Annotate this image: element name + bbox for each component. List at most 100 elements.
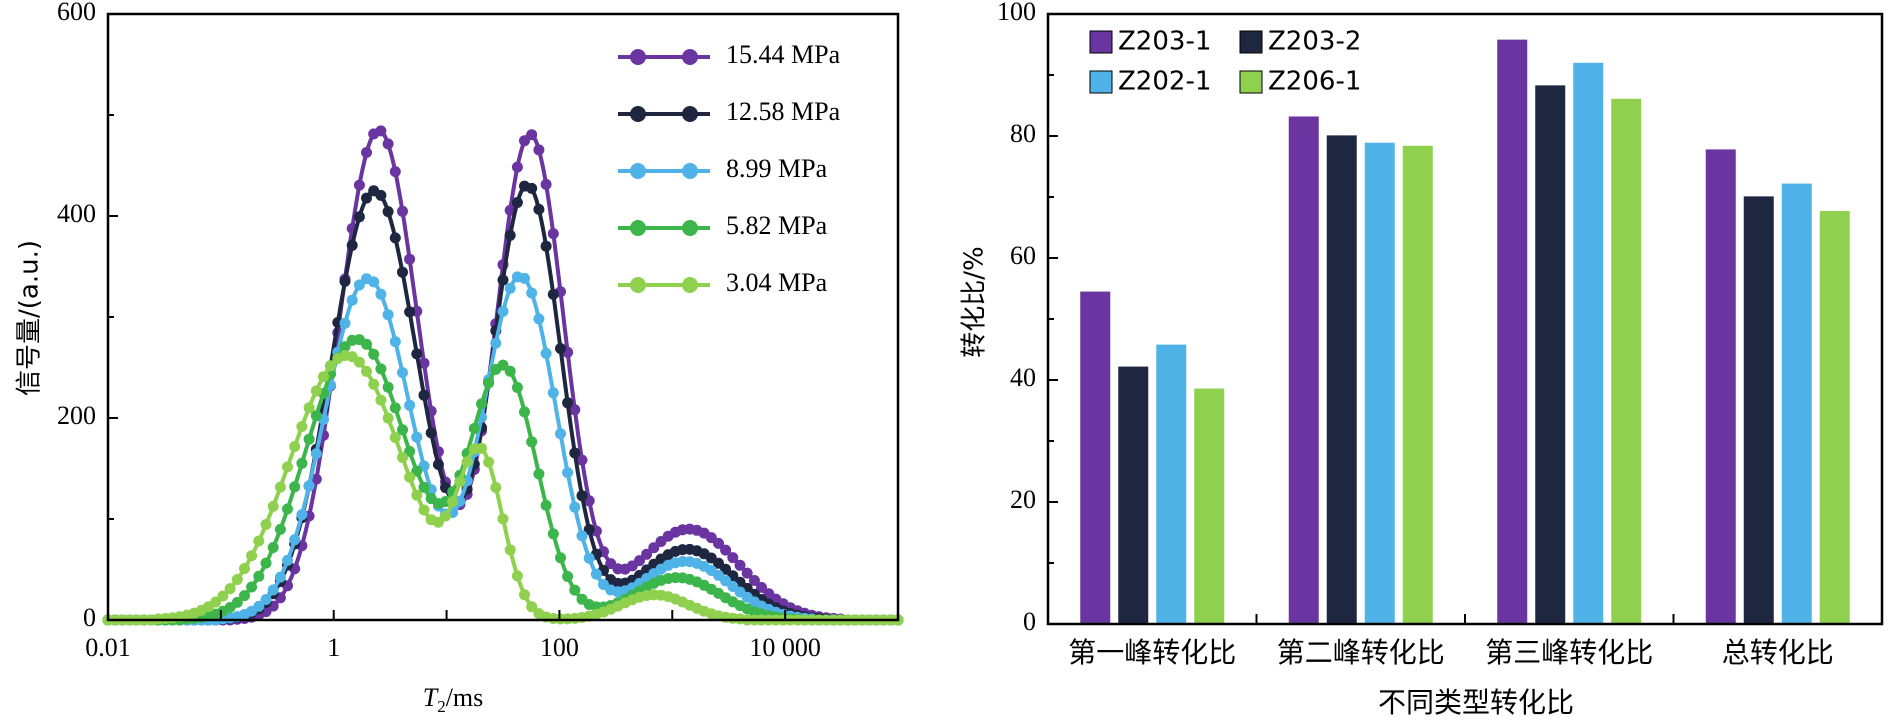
nmr-x-tick-label: 1 <box>327 633 340 662</box>
conversion-legend-swatch <box>1239 30 1263 54</box>
nmr-data-point <box>547 228 559 240</box>
nmr-data-point <box>526 287 538 299</box>
nmr-data-point <box>274 523 286 535</box>
nmr-legend-marker <box>630 106 646 122</box>
nmr-data-point <box>418 504 430 516</box>
nmr-legend-marker <box>682 220 698 236</box>
nmr-data-point <box>476 398 487 410</box>
nmr-data-point <box>353 279 365 291</box>
nmr-data-point <box>756 581 767 593</box>
conversion-category-label: 总转化比 <box>1722 636 1834 669</box>
nmr-data-point <box>310 410 322 422</box>
nmr-series <box>102 125 904 626</box>
conversion-bar <box>1364 142 1395 624</box>
nmr-data-point <box>497 359 509 371</box>
nmr-data-point <box>519 406 530 418</box>
nmr-data-point <box>289 481 301 493</box>
conversion-legend-label: Z203-1 <box>1118 27 1211 57</box>
nmr-data-point <box>562 397 574 409</box>
nmr-data-point <box>533 468 545 480</box>
nmr-x-axis: 0.01 1 100 10 000 <box>85 610 899 662</box>
nmr-data-point <box>282 503 293 515</box>
nmr-data-point <box>418 357 430 369</box>
nmr-data-point <box>346 294 358 306</box>
nmr-data-point <box>504 229 516 241</box>
conversion-bar <box>1535 85 1566 625</box>
conversion-legend-swatch <box>1239 70 1263 94</box>
nmr-data-point <box>382 381 394 393</box>
nmr-data-point <box>339 275 351 287</box>
conversion-y-axis: 0 20 40 60 80 100 <box>997 0 1058 636</box>
nmr-data-point <box>382 206 394 218</box>
conversion-bar <box>1743 196 1774 624</box>
nmr-t2-distribution-chart: 0 200 400 600 0.01 1 100 10 000 信号量/(a.u.) T2/… <box>15 0 904 716</box>
nmr-data-point <box>583 524 595 535</box>
nmr-data-point <box>432 459 444 470</box>
conversion-bar <box>1118 366 1149 624</box>
nmr-data-point <box>734 559 746 571</box>
nmr-series <box>102 350 904 626</box>
nmr-data-point <box>375 125 387 137</box>
nmr-data-point <box>253 535 265 547</box>
nmr-data-point <box>361 365 372 377</box>
nmr-data-point <box>590 568 602 580</box>
nmr-series <box>102 271 904 626</box>
nmr-data-point <box>540 347 552 359</box>
conversion-y-tick-label: 60 <box>1010 241 1036 270</box>
nmr-legend-marker <box>630 49 646 65</box>
nmr-data-point <box>260 519 272 530</box>
nmr-data-point <box>253 570 265 582</box>
nmr-data-point <box>411 465 423 477</box>
nmr-data-point <box>382 309 394 321</box>
nmr-series <box>102 334 904 626</box>
nmr-data-point <box>368 348 380 360</box>
nmr-data-point <box>296 457 308 469</box>
conversion-bar <box>1080 291 1111 624</box>
nmr-data-point <box>296 421 308 432</box>
nmr-data-point <box>476 442 487 454</box>
nmr-data-point <box>497 274 509 286</box>
nmr-legend-marker <box>682 163 698 179</box>
nmr-data-point <box>748 575 760 586</box>
nmr-data-point <box>375 189 387 201</box>
nmr-data-point <box>555 428 566 440</box>
nmr-legend-marker <box>630 163 646 179</box>
nmr-data-point <box>397 205 408 217</box>
conversion-category-label: 第二峰转化比 <box>1277 636 1445 669</box>
conversion-bar <box>1611 98 1642 625</box>
nmr-data-point <box>353 211 365 223</box>
nmr-legend-marker <box>682 49 698 65</box>
nmr-data-point <box>389 402 401 414</box>
nmr-data-point <box>569 501 581 513</box>
nmr-data-point <box>389 166 401 178</box>
conversion-bar <box>1573 62 1604 625</box>
conversion-y-axis-label: 转化比/% <box>960 246 990 357</box>
nmr-data-point <box>526 601 538 613</box>
nmr-data-point <box>239 563 250 574</box>
conversion-bar <box>1326 135 1357 624</box>
nmr-data-point <box>325 360 337 372</box>
nmr-data-point <box>504 544 516 556</box>
nmr-data-point <box>267 500 279 512</box>
nmr-data-point <box>397 452 408 463</box>
nmr-data-point <box>555 343 566 354</box>
conversion-legend-label: Z202-1 <box>1118 67 1211 97</box>
nmr-data-point <box>461 456 473 468</box>
nmr-series <box>102 180 904 626</box>
conversion-x-axis-label: 不同类型转化比 <box>1378 686 1574 719</box>
nmr-data-point <box>246 581 258 593</box>
nmr-data-point <box>404 306 416 318</box>
nmr-data-point <box>519 135 530 147</box>
nmr-data-point <box>490 482 502 493</box>
nmr-data-point <box>361 192 372 204</box>
nmr-data-point <box>720 544 732 556</box>
conversion-y-tick-label: 100 <box>997 0 1036 26</box>
nmr-data-point <box>404 253 416 265</box>
nmr-data-point <box>296 509 308 521</box>
nmr-plot-area <box>102 125 904 626</box>
conversion-x-axis: 第一峰转化比 第二峰转化比 第三峰转化比 总转化比 <box>1068 614 1834 669</box>
nmr-data-point <box>375 394 387 406</box>
nmr-data-point <box>483 456 495 468</box>
nmr-data-point <box>397 266 408 278</box>
